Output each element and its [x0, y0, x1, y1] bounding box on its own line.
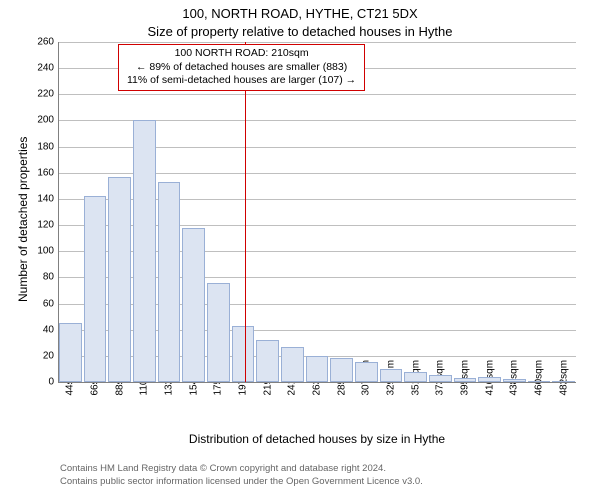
y-tick-label: 100	[30, 246, 54, 257]
y-tick-label: 220	[30, 89, 54, 100]
histogram-bar	[380, 369, 403, 382]
callout-line-2: ← 89% of detached houses are smaller (88…	[127, 61, 356, 75]
histogram-bar	[182, 228, 205, 382]
histogram-bar	[133, 120, 156, 382]
histogram-bar	[306, 356, 329, 382]
y-tick-label: 20	[30, 350, 54, 361]
histogram-bar	[232, 326, 255, 382]
y-axis-line	[58, 42, 59, 382]
y-gridline	[58, 94, 576, 95]
histogram-bar	[429, 375, 452, 382]
y-tick-label: 240	[30, 63, 54, 74]
y-tick-label: 60	[30, 298, 54, 309]
y-tick-label: 180	[30, 141, 54, 152]
y-tick-label: 140	[30, 193, 54, 204]
histogram-bar	[256, 340, 279, 382]
chart-title: 100, NORTH ROAD, HYTHE, CT21 5DX	[0, 6, 600, 21]
histogram-bar	[281, 347, 304, 382]
y-tick-label: 0	[30, 377, 54, 388]
histogram-bar	[158, 182, 181, 382]
chart-subtitle: Size of property relative to detached ho…	[0, 24, 600, 39]
histogram-bar	[59, 323, 82, 382]
callout-line-3: 11% of semi-detached houses are larger (…	[127, 74, 356, 88]
histogram-bar	[355, 362, 378, 382]
footer-line-2: Contains public sector information licen…	[60, 476, 423, 487]
histogram-bar	[404, 372, 427, 382]
footer-line-1: Contains HM Land Registry data © Crown c…	[60, 463, 386, 474]
y-axis-label: Number of detached properties	[16, 137, 30, 302]
plot-area	[58, 42, 576, 382]
y-tick-label: 200	[30, 115, 54, 126]
reference-callout: 100 NORTH ROAD: 210sqm ← 89% of detached…	[118, 44, 365, 91]
y-gridline	[58, 42, 576, 43]
y-tick-label: 260	[30, 37, 54, 48]
histogram-bar	[108, 177, 131, 382]
callout-line-1: 100 NORTH ROAD: 210sqm	[127, 47, 356, 61]
x-axis-label: Distribution of detached houses by size …	[58, 432, 576, 446]
histogram-bar	[207, 283, 230, 382]
y-tick-label: 120	[30, 220, 54, 231]
x-axis-line	[58, 382, 576, 383]
y-tick-label: 80	[30, 272, 54, 283]
histogram-bar	[84, 196, 107, 382]
y-tick-label: 160	[30, 167, 54, 178]
histogram-bar	[330, 358, 353, 382]
reference-line	[245, 42, 246, 382]
y-tick-label: 40	[30, 324, 54, 335]
